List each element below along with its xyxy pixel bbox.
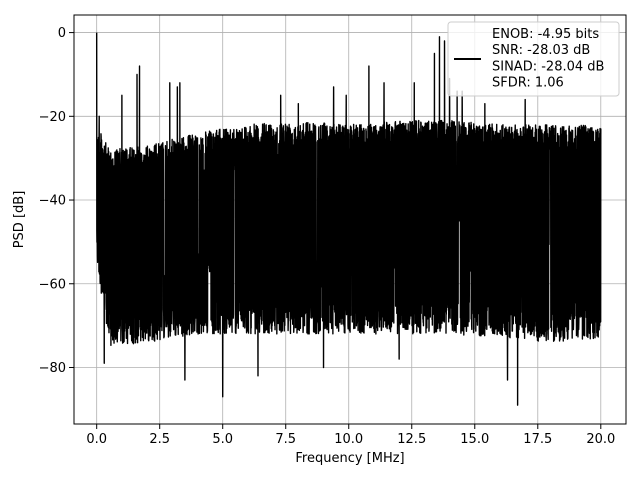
x-tick-label: 10.0 — [334, 432, 363, 447]
legend-snr: SNR: -28.03 dB — [492, 43, 590, 58]
x-tick-label: 2.5 — [149, 432, 170, 447]
y-tick-label: −40 — [39, 194, 66, 209]
y-tick-label: −20 — [39, 110, 66, 125]
series-layer — [95, 32, 602, 406]
legend-enob: ENOB: -4.95 bits — [492, 27, 599, 42]
legend-sinad: SINAD: -28.04 dB — [492, 59, 604, 74]
y-axis: 0 −20 −40 −60 −80 — [39, 26, 74, 376]
x-tick-label: 0.0 — [86, 432, 107, 447]
x-axis-label: Frequency [MHz] — [295, 451, 404, 466]
legend-sfdr: SFDR: 1.06 — [492, 76, 564, 91]
x-tick-label: 17.5 — [523, 432, 552, 447]
x-tick-label: 20.0 — [586, 432, 615, 447]
legend-box — [447, 21, 620, 97]
y-axis-label: PSD [dB] — [12, 191, 27, 249]
x-tick-label: 7.5 — [275, 432, 296, 447]
plot-frame — [73, 14, 627, 425]
y-tick-label: 0 — [58, 26, 66, 41]
psd-line — [95, 32, 602, 406]
x-tick-label: 5.0 — [212, 432, 233, 447]
y-tick-label: −80 — [39, 361, 66, 376]
x-tick-label: 12.5 — [397, 432, 426, 447]
x-tick-label: 15.0 — [460, 432, 489, 447]
y-tick-label: −60 — [39, 277, 66, 292]
x-axis: 0.0 2.5 5.0 7.5 10.0 12.5 15.0 17.5 20.0 — [86, 424, 615, 447]
legend: ENOB: -4.95 bits SNR: -28.03 dB SINAD: -… — [447, 21, 620, 97]
